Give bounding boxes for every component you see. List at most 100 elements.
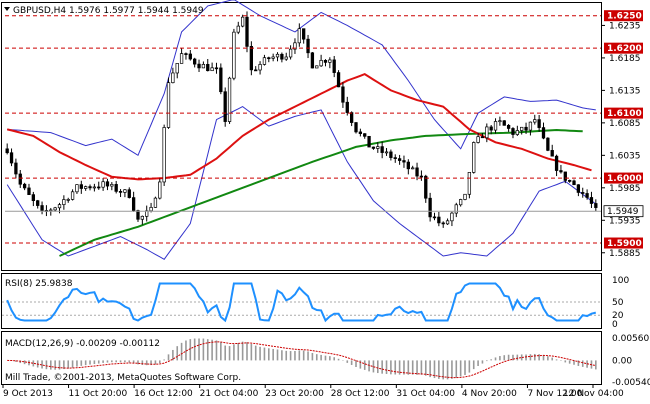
candle-body bbox=[153, 197, 158, 208]
candle-body bbox=[450, 212, 454, 222]
candle-body bbox=[14, 162, 18, 175]
y-axis-tick-label: 1.6185 bbox=[609, 54, 641, 64]
price-level-label: 1.5900 bbox=[607, 239, 642, 249]
candle-body bbox=[171, 72, 175, 84]
candle-body bbox=[419, 175, 424, 178]
candle-body bbox=[406, 161, 410, 170]
candle-body bbox=[315, 65, 319, 69]
x-axis-tick-label: 16 Oct 12:00 bbox=[134, 389, 193, 399]
candle-body bbox=[9, 152, 14, 164]
candle-body bbox=[454, 204, 458, 214]
candle-body bbox=[554, 155, 559, 171]
candle-body bbox=[62, 199, 66, 205]
candle-body bbox=[149, 207, 153, 212]
candle-body bbox=[280, 53, 284, 60]
macd-signal-line bbox=[7, 341, 596, 379]
candle-body bbox=[267, 57, 271, 60]
price-level-badge bbox=[604, 107, 643, 119]
candle-body bbox=[493, 121, 498, 131]
candle-body bbox=[472, 142, 476, 173]
price-level-badge bbox=[604, 172, 643, 184]
candle-body bbox=[158, 181, 162, 199]
candle-body bbox=[323, 59, 328, 63]
candle-body bbox=[127, 189, 131, 198]
dropdown-arrow-icon[interactable] bbox=[4, 7, 10, 11]
current-price-badge bbox=[603, 205, 644, 218]
candle-body bbox=[18, 173, 22, 185]
candle-body bbox=[97, 186, 101, 189]
candle-body bbox=[476, 136, 480, 143]
candle-body bbox=[376, 146, 380, 149]
rsi-label: RSI(8) 25.9838 bbox=[5, 279, 73, 289]
candle-body bbox=[258, 64, 262, 71]
candle-body bbox=[123, 189, 127, 193]
candle-body bbox=[384, 151, 389, 154]
candle-body bbox=[594, 203, 598, 208]
candle-body bbox=[411, 167, 415, 170]
candle-body bbox=[214, 67, 219, 70]
x-axis-tick-label: 23 Oct 20:00 bbox=[265, 389, 324, 399]
candle-body bbox=[515, 130, 519, 135]
candle-body bbox=[533, 119, 537, 123]
candle-body bbox=[92, 186, 97, 189]
candle-body bbox=[232, 31, 236, 79]
rsi-axis-label: 100 bbox=[612, 276, 629, 286]
candle-body bbox=[53, 207, 57, 211]
price-level-label: 1.6250 bbox=[607, 12, 642, 22]
candle-body bbox=[284, 56, 288, 60]
candle-body bbox=[297, 28, 301, 44]
y-axis-tick-label: 1.5985 bbox=[609, 184, 641, 194]
rsi-axis-label: 20 bbox=[612, 311, 624, 321]
candle-body bbox=[480, 136, 485, 139]
x-axis-tick-label: 12 Nov 04:00 bbox=[563, 389, 624, 399]
copyright-text: Mill Trade, ©2001-2013, MetaQuotes Softw… bbox=[5, 373, 241, 383]
candle-body bbox=[27, 187, 31, 195]
candle-body bbox=[75, 184, 79, 193]
y-axis-tick-label: 1.5885 bbox=[609, 249, 641, 259]
macd-panel-frame bbox=[1, 331, 602, 385]
candle-body bbox=[511, 128, 515, 135]
candle-body bbox=[537, 119, 541, 128]
candle-body bbox=[428, 197, 432, 218]
main-panel-frame bbox=[1, 2, 602, 271]
candle-body bbox=[572, 180, 576, 186]
candle-body bbox=[367, 135, 371, 148]
candle-body bbox=[581, 192, 585, 194]
candle-body bbox=[354, 122, 358, 133]
candle-body bbox=[389, 151, 393, 158]
price-level-badge bbox=[604, 10, 643, 22]
candle-body bbox=[445, 220, 450, 225]
candle-body bbox=[227, 77, 232, 122]
candle-body bbox=[459, 199, 463, 206]
candle-body bbox=[336, 72, 341, 88]
price-level-label: 1.6200 bbox=[607, 44, 642, 54]
x-axis-tick-label: 11 Oct 20:00 bbox=[69, 389, 128, 399]
candle-body bbox=[546, 137, 550, 151]
candle-body bbox=[140, 215, 144, 220]
candle-body bbox=[118, 191, 123, 193]
candle-body bbox=[380, 146, 384, 153]
y-axis-tick-label: 1.5935 bbox=[609, 216, 641, 226]
y-axis-tick-label: 1.6035 bbox=[609, 151, 641, 161]
rsi-panel-frame bbox=[1, 273, 602, 329]
candle-body bbox=[306, 38, 310, 54]
macd-label: MACD(12,26,9) -0.00209 -0.00112 bbox=[5, 339, 160, 349]
candle-body bbox=[489, 126, 493, 131]
rsi-axis-label: 0 bbox=[612, 320, 618, 330]
candle-body bbox=[541, 127, 546, 139]
candle-body bbox=[498, 120, 502, 123]
candle-body bbox=[319, 59, 323, 67]
candle-body bbox=[249, 46, 254, 71]
macd-axis-label: 0.00 bbox=[612, 356, 632, 366]
candle-body bbox=[310, 52, 315, 69]
macd-axis-label: -0.00540 bbox=[612, 378, 650, 388]
candle-body bbox=[293, 42, 297, 50]
candle-body bbox=[568, 180, 572, 182]
candle-body bbox=[576, 184, 581, 193]
y-axis-tick-label: 1.6085 bbox=[609, 119, 641, 129]
candle-body bbox=[219, 67, 223, 93]
candle-body bbox=[402, 160, 406, 163]
candle-body bbox=[563, 171, 567, 181]
candle-body bbox=[485, 126, 489, 139]
candle-body bbox=[585, 193, 589, 198]
